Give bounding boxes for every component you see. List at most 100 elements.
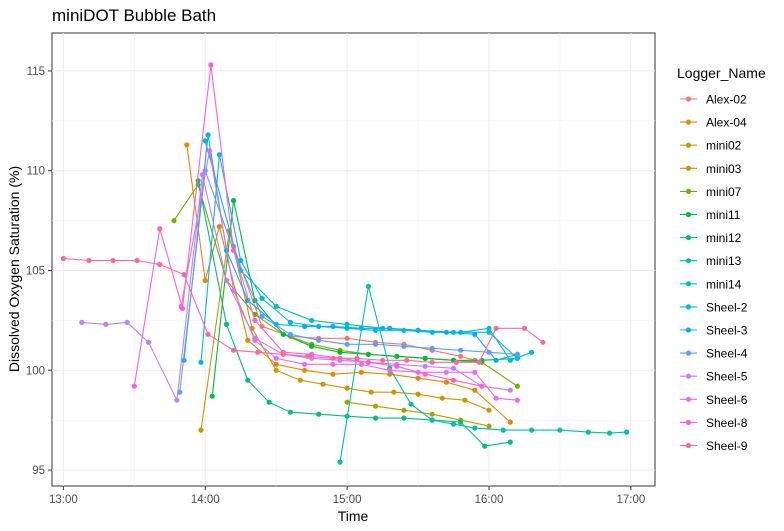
x-tick-label: 17:00: [616, 494, 645, 506]
data-point: [344, 325, 350, 331]
series-line-alex-02: [233, 246, 475, 361]
x-tick-label: 15:00: [333, 494, 362, 506]
data-point: [86, 257, 92, 264]
data-point: [482, 443, 488, 449]
series-group: [60, 62, 630, 465]
series-sheel-6: [178, 148, 521, 403]
data-point: [330, 323, 336, 329]
data-point: [507, 419, 513, 425]
data-point: [422, 363, 428, 369]
data-point: [394, 363, 400, 369]
data-point: [358, 325, 364, 331]
series-mini03: [344, 399, 492, 429]
legend-label: Sheel-6: [706, 393, 748, 407]
data-point: [103, 321, 109, 327]
y-tick-label: 110: [27, 166, 45, 178]
data-point: [273, 367, 279, 373]
data-point: [365, 283, 371, 289]
legend-item-mini11: mini11: [680, 208, 741, 222]
data-point: [439, 395, 445, 401]
legend-label: mini14: [706, 277, 742, 291]
data-point: [408, 401, 414, 407]
data-point: [429, 411, 435, 417]
series-mini02: [198, 228, 492, 433]
legend-item-mini13: mini13: [680, 254, 742, 268]
legend-key-point: [685, 304, 692, 310]
data-point: [429, 417, 435, 423]
x-tick-label: 14:00: [191, 494, 220, 506]
data-point: [316, 411, 322, 417]
data-point: [302, 323, 308, 329]
data-point: [557, 427, 563, 433]
data-point: [280, 351, 286, 357]
data-point: [255, 349, 261, 355]
data-point: [486, 423, 492, 429]
data-point: [472, 331, 478, 337]
data-point: [157, 226, 163, 232]
data-point: [429, 359, 435, 365]
data-point: [391, 389, 397, 395]
legend-item-sheel-3: Sheel-3: [680, 324, 748, 338]
data-point: [320, 381, 326, 387]
data-point: [493, 395, 499, 401]
legend-item-alex-02: Alex-02: [680, 93, 747, 107]
data-point: [231, 347, 237, 353]
data-point: [624, 429, 630, 435]
data-point: [443, 369, 449, 375]
data-point: [344, 335, 350, 341]
data-point: [401, 327, 407, 333]
data-point: [450, 421, 457, 427]
data-point: [458, 347, 464, 353]
legend-label: Sheel-3: [706, 324, 748, 338]
legend-label: mini12: [706, 231, 742, 245]
legend-label: mini11: [706, 208, 741, 222]
data-point: [450, 377, 457, 383]
data-point: [358, 361, 364, 367]
series-line-sheel-6: [180, 150, 518, 401]
data-point: [507, 357, 513, 363]
legend-key-point: [685, 188, 692, 194]
data-point: [344, 399, 350, 405]
data-point: [223, 277, 230, 284]
data-point: [443, 329, 449, 335]
data-point: [309, 317, 315, 323]
data-point: [330, 361, 336, 367]
data-point: [453, 359, 459, 365]
data-point: [238, 257, 244, 264]
data-point: [184, 142, 190, 148]
x-tick-label: 13:00: [49, 494, 78, 506]
data-point: [358, 369, 364, 375]
legend-key-point: [685, 419, 692, 425]
legend-key-point: [685, 211, 692, 218]
data-point: [415, 391, 421, 397]
legend-item-sheel-6: Sheel-6: [680, 393, 748, 407]
data-point: [493, 357, 499, 363]
data-point: [450, 365, 457, 371]
data-point: [198, 359, 204, 365]
legend-item-mini03: mini03: [680, 162, 742, 176]
data-point: [344, 321, 350, 327]
data-point: [145, 339, 152, 345]
data-point: [354, 355, 360, 361]
data-point: [297, 377, 303, 383]
data-point: [529, 427, 535, 433]
data-point: [287, 331, 293, 337]
legend-item-sheel-5: Sheel-5: [680, 370, 748, 384]
legend-key-point: [685, 350, 692, 356]
data-point: [462, 397, 468, 403]
data-point: [585, 429, 591, 435]
plot-panel-border: [51, 32, 656, 487]
legend-key-point: [685, 119, 692, 125]
data-point: [387, 367, 393, 373]
data-point: [205, 132, 211, 138]
data-point: [607, 430, 613, 436]
legend-label: Sheel-5: [706, 370, 748, 384]
data-point: [202, 138, 208, 144]
data-point: [443, 379, 449, 385]
data-point: [507, 439, 513, 445]
legend-key-point: [685, 235, 692, 241]
data-point: [337, 459, 343, 465]
